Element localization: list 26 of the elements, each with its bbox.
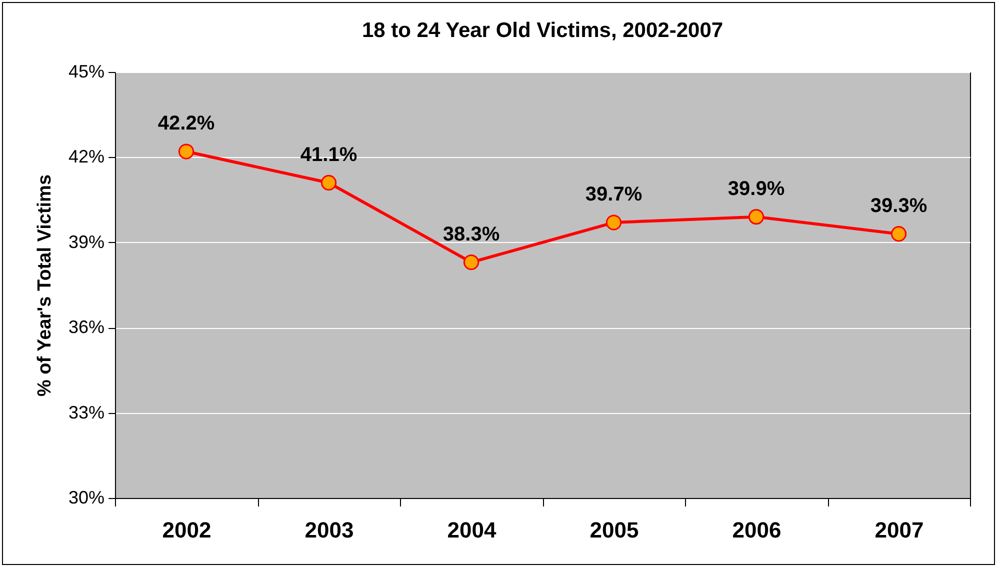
x-tick-label: 2005 xyxy=(590,518,639,542)
y-tick-label: 42% xyxy=(68,146,104,167)
y-axis-title: % of Year's Total Victims xyxy=(34,174,56,397)
data-label: 41.1% xyxy=(300,144,358,166)
point xyxy=(748,209,764,225)
point xyxy=(890,226,907,242)
point xyxy=(178,144,194,160)
x-tick-label: 2003 xyxy=(304,518,354,542)
chart-title: 18 to 24 Year Old Victims, 2002-2007 xyxy=(362,19,724,42)
point xyxy=(606,214,622,230)
point xyxy=(320,174,337,191)
x-tick-label: 2007 xyxy=(874,518,924,542)
data-label: 42.2% xyxy=(158,112,215,135)
y-tick-label: 39% xyxy=(68,232,104,252)
data-label: 38.3% xyxy=(442,223,500,246)
y-tick-label: 30% xyxy=(68,488,104,508)
data-label: 39.9% xyxy=(728,178,785,200)
y-tick-label: 36% xyxy=(68,317,104,338)
y-tick-label: 45% xyxy=(68,62,104,82)
x-tick-label: 2006 xyxy=(732,518,782,542)
data-label: 39.7% xyxy=(585,184,642,206)
point xyxy=(463,254,480,270)
data-label: 39.3% xyxy=(870,194,928,217)
y-tick-label: 33% xyxy=(68,402,104,422)
x-tick-label: 2002 xyxy=(162,518,212,542)
x-tick-label: 2004 xyxy=(447,518,497,542)
